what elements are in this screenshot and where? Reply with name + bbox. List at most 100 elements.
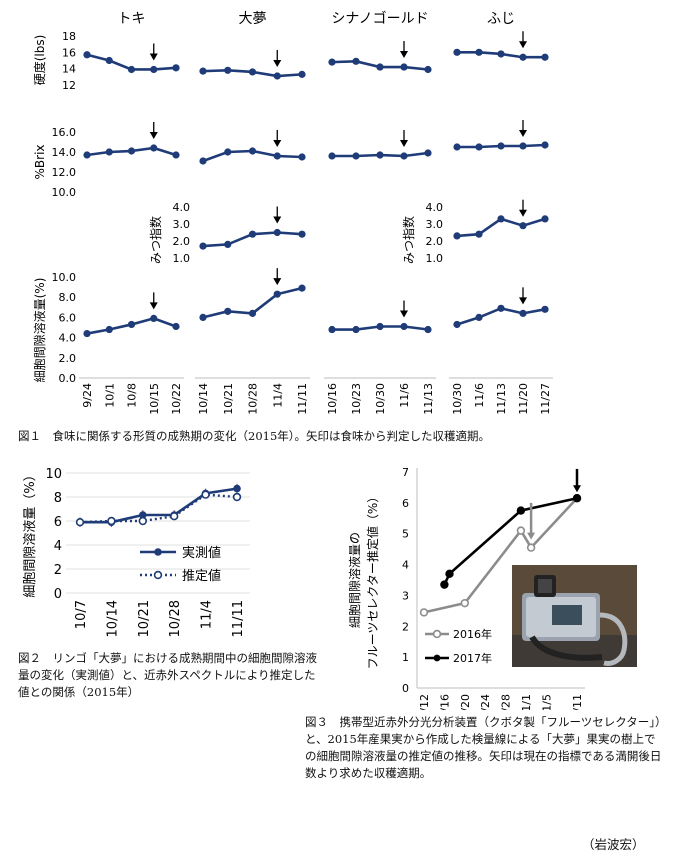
ytick-4: 2 xyxy=(54,563,62,578)
harvest-arrow-firmness-2-head xyxy=(400,51,408,59)
tick-mitsu-3-0: 4.0 xyxy=(426,201,444,214)
ylabel-mitsu-1: みつ指数 xyxy=(148,216,163,264)
tick-firmness-3: 12 xyxy=(62,79,76,92)
point-firmness-2-1 xyxy=(352,57,360,65)
legend-2017-marker xyxy=(433,654,441,662)
ylabel-firmness: 硬度(lbs) xyxy=(32,35,47,86)
point-brix-0-4 xyxy=(172,151,180,159)
point-brix-1-2 xyxy=(248,147,257,155)
xtick-3-2: 11/13 xyxy=(495,383,508,415)
point-mitsu-3-2 xyxy=(497,215,505,223)
harvest-arrow-cell_fluid-0-head xyxy=(149,302,158,310)
point-cell_fluid-0-4 xyxy=(172,322,180,331)
harvest-arrow-firmness-1-head xyxy=(273,60,282,68)
author: （岩波宏） xyxy=(582,837,645,852)
harvest-arrow-cell_fluid-2-head xyxy=(400,310,408,318)
xtick-2-0: 10/16 xyxy=(326,383,339,415)
point-firmness-1-0 xyxy=(199,67,207,75)
point-firmness-3-3 xyxy=(519,53,527,61)
legend-estimated-label: 推定値 xyxy=(182,568,221,584)
point-brix-1-1 xyxy=(224,148,232,156)
point-brix-2-4 xyxy=(424,149,432,157)
figure2-caption: 図２ リンゴ「大夢」における成熟期間中の細胞間隙溶液量の変化（実測値）と、近赤外… xyxy=(18,651,317,699)
point-firmness-0-3 xyxy=(150,65,158,74)
point-measured-5 xyxy=(233,484,241,493)
point-firmness-3-1 xyxy=(475,48,483,56)
harvest-arrow-brix-3-head xyxy=(519,130,527,137)
point-mitsu-3-1 xyxy=(475,230,483,238)
point-brix-2-1 xyxy=(352,152,360,160)
point-cell_fluid-1-0 xyxy=(199,313,207,321)
point-brix-3-0 xyxy=(453,143,461,151)
point-firmness-0-0 xyxy=(83,51,91,59)
ylabel-line2: フルーツセレクター推定値（%） xyxy=(365,491,380,670)
tick-mitsu-3-2: 2.0 xyxy=(426,235,444,248)
tick-mitsu-3-1: 3.0 xyxy=(426,218,444,231)
point-firmness-3-0 xyxy=(453,48,461,56)
point-0-3 xyxy=(526,543,536,552)
ylabel-mitsu-3: みつ指数 xyxy=(401,216,416,264)
legend-estimated-marker xyxy=(153,570,163,580)
ytick-4: 3 xyxy=(402,589,409,602)
point-brix-2-3 xyxy=(400,152,408,160)
figure3-caption: 図３ 携帯型近赤外分光分析装置（クボタ製「フルーツセレクター」）と、2015年産… xyxy=(305,715,662,780)
tick-mitsu-1-0: 4.0 xyxy=(173,201,191,214)
harvest-arrow-brix-2-head xyxy=(400,140,408,147)
harvest-arrow-2016-head xyxy=(527,532,536,540)
point-cell_fluid-1-1 xyxy=(224,307,232,315)
series-estimated xyxy=(79,493,238,524)
xtick-1: 10/14 xyxy=(105,600,120,637)
xtick-3-3: 11/20 xyxy=(517,383,530,415)
point-cell_fluid-0-1 xyxy=(105,325,113,334)
xtick-3-1: 11/6 xyxy=(473,383,486,408)
point-brix-3-2 xyxy=(497,142,505,150)
figure1-caption: 図１ 食味に関係する形質の成熟期の変化（2015年）。矢印は食味から判定した収穫… xyxy=(18,429,491,443)
series-1 xyxy=(443,496,578,586)
ylabel-brix: %Brix xyxy=(33,144,47,179)
xtick-6: 11/5 xyxy=(540,694,553,710)
point-firmness-0-2 xyxy=(127,65,136,74)
point-cell_fluid-2-1 xyxy=(352,325,360,334)
point-firmness-0-4 xyxy=(172,64,180,72)
ytick-0: 7 xyxy=(402,466,409,479)
harvest-arrow-cell_fluid-3-head xyxy=(519,297,527,305)
point-1-2 xyxy=(516,506,526,515)
xtick-5: 11/11 xyxy=(231,600,246,637)
point-1-3 xyxy=(572,494,582,503)
point-estimated-0 xyxy=(75,517,85,527)
ytick-3: 4 xyxy=(54,539,62,554)
point-brix-0-0 xyxy=(83,151,91,159)
legend-2016-label: 2016年 xyxy=(453,627,492,641)
point-measured-2 xyxy=(139,511,147,519)
point-0-0 xyxy=(419,608,429,617)
point-brix-3-3 xyxy=(519,142,527,150)
point-cell_fluid-2-2 xyxy=(376,322,384,331)
legend-2016-marker xyxy=(432,629,442,639)
point-cell_fluid-0-3 xyxy=(150,314,158,323)
ytick-0: 10 xyxy=(45,467,62,482)
xtick-1-4: 11/11 xyxy=(296,383,309,415)
xtick-2-2: 10/30 xyxy=(374,383,387,415)
xtick-1-1: 10/21 xyxy=(222,383,235,415)
point-mitsu-1-4 xyxy=(298,230,306,238)
tick-brix-2: 12.0 xyxy=(52,166,77,179)
ylabel-line1: 細胞間隙溶液量の xyxy=(347,532,362,628)
ytick-7: 0 xyxy=(402,682,409,695)
point-firmness-2-2 xyxy=(376,63,384,71)
point-mitsu-1-0 xyxy=(199,242,207,250)
tick-mitsu-1-3: 1.0 xyxy=(173,252,191,265)
xtick-2: 10/20 xyxy=(459,694,472,710)
ytick-1: 6 xyxy=(402,497,409,510)
ytick-5: 0 xyxy=(54,587,62,602)
point-firmness-1-2 xyxy=(248,68,257,76)
xtick-0-4: 10/22 xyxy=(170,383,183,415)
harvest-arrow-firmness-3-head xyxy=(519,41,527,49)
xtick-1: 10/16 xyxy=(438,694,451,710)
legend-2017-label: 2017年 xyxy=(453,651,492,665)
ylabel: 細胞間隙溶液量（%） xyxy=(23,468,38,597)
xtick-1-3: 11/4 xyxy=(271,383,284,408)
point-brix-1-4 xyxy=(298,153,306,161)
point-cell_fluid-2-3 xyxy=(400,322,408,331)
point-firmness-3-2 xyxy=(497,50,505,58)
